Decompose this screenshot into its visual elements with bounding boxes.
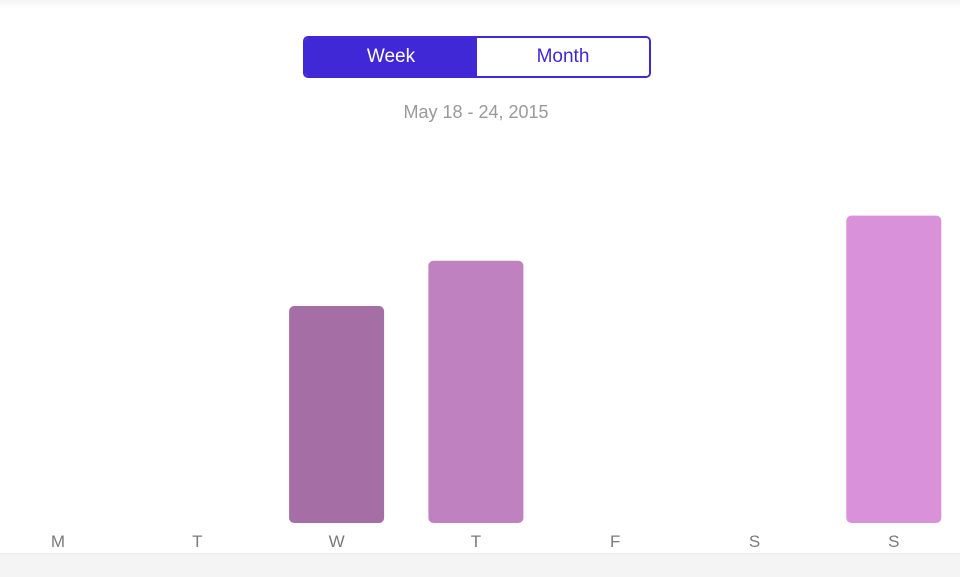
period-toggle: Week Month	[303, 36, 651, 78]
top-edge	[0, 0, 960, 8]
tab-month[interactable]: Month	[477, 38, 649, 76]
x-tick-label-6: S	[888, 532, 899, 551]
x-tick-label-2: W	[329, 532, 345, 551]
bar-6	[846, 215, 942, 523]
x-tick-label-0: M	[51, 532, 65, 551]
bar-2	[289, 306, 385, 523]
bar-3	[428, 260, 524, 523]
x-tick-label-3: T	[471, 532, 481, 551]
tab-week[interactable]: Week	[305, 38, 477, 76]
x-tick-label-4: F	[610, 532, 620, 551]
date-range-label: May 18 - 24, 2015	[403, 102, 549, 122]
x-tick-label-5: S	[749, 532, 760, 551]
bottom-bar	[0, 553, 960, 577]
x-tick-label-1: T	[192, 532, 202, 551]
